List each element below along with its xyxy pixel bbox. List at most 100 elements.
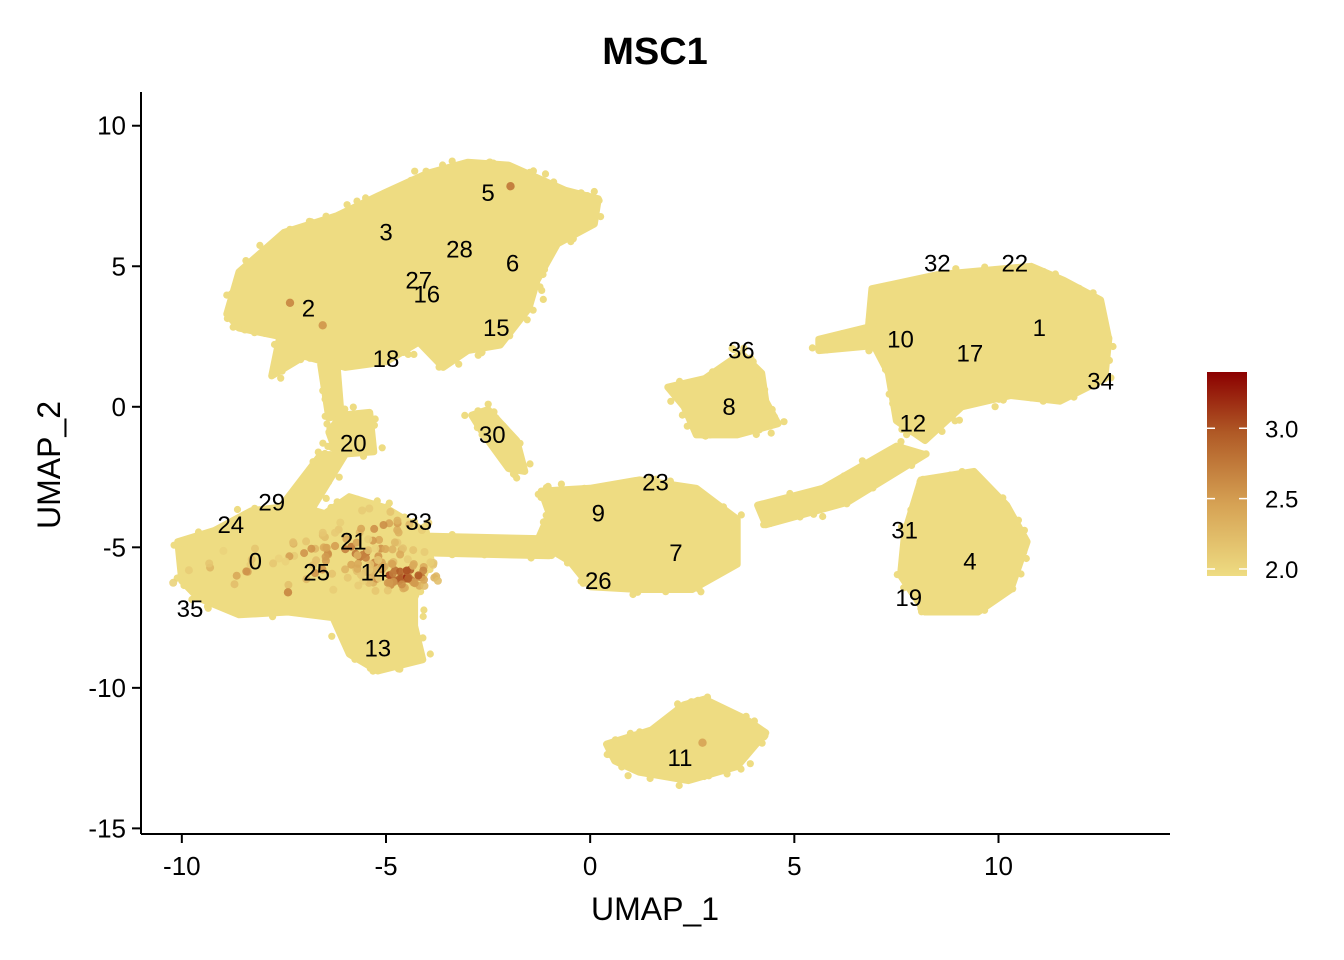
cell-point <box>868 328 876 336</box>
cell-point <box>762 507 770 516</box>
cell-point <box>508 441 516 449</box>
cell-point <box>723 770 731 778</box>
expression-point <box>698 738 707 747</box>
high-expression-points <box>169 182 707 747</box>
cell-point <box>823 346 831 354</box>
cell-region-bridge-right-1 <box>754 442 929 529</box>
cell-point <box>1057 280 1065 288</box>
cell-point <box>885 390 893 398</box>
cell-point <box>988 594 996 603</box>
cell-point <box>730 524 738 533</box>
cell-point <box>968 472 976 480</box>
cell-point <box>477 349 486 357</box>
cell-point <box>485 158 493 166</box>
cell-point <box>266 243 274 251</box>
cell-point <box>269 613 277 621</box>
cell-point <box>462 342 470 350</box>
cell-point <box>346 360 354 368</box>
cell-point <box>324 392 332 400</box>
expression-point <box>318 321 327 330</box>
cell-point <box>319 374 327 383</box>
cell-point <box>448 551 456 559</box>
cell-point <box>991 403 999 411</box>
cell-point <box>624 772 632 780</box>
cluster-label-12: 12 <box>899 411 926 438</box>
cell-point <box>906 550 914 558</box>
expression-point <box>331 528 339 537</box>
cell-point <box>809 491 817 499</box>
cell-point <box>529 306 537 314</box>
cluster-label-21: 21 <box>340 529 367 556</box>
cell-point <box>235 287 243 296</box>
y-tick-label: -15 <box>88 813 126 843</box>
expression-point <box>289 538 298 547</box>
expression-point <box>283 588 293 597</box>
cell-point <box>342 414 350 423</box>
expression-point <box>336 518 345 527</box>
cell-point <box>506 446 514 455</box>
cluster-label-5: 5 <box>481 180 494 207</box>
expression-point <box>414 571 423 580</box>
cell-point <box>320 451 328 459</box>
cell-point <box>481 421 490 429</box>
cell-point <box>239 513 247 522</box>
cluster-label-18: 18 <box>373 346 400 373</box>
cell-point <box>480 551 488 559</box>
cluster-labels: 0123456789101112131415161718192021222324… <box>177 180 1114 772</box>
expression-point <box>347 560 356 569</box>
expression-point <box>388 569 397 578</box>
cell-point <box>981 263 989 271</box>
cell-point <box>539 295 547 303</box>
cell-point <box>861 325 869 334</box>
cell-point <box>719 503 728 511</box>
expression-point <box>394 528 403 537</box>
cell-point <box>341 405 349 413</box>
cell-point <box>593 484 601 492</box>
cell-point <box>761 386 769 394</box>
cell-point <box>830 333 838 341</box>
cell-point <box>678 411 687 419</box>
cell-point <box>678 400 686 408</box>
cell-point <box>676 377 684 385</box>
cell-point <box>737 765 745 773</box>
expression-point <box>354 559 362 568</box>
cell-point <box>951 417 959 425</box>
colorbar-tick-label: 2.0 <box>1265 557 1298 584</box>
cell-point <box>751 370 759 378</box>
cell-point <box>620 480 628 488</box>
expression-point <box>284 580 293 589</box>
expression-point <box>357 571 365 580</box>
cell-point <box>578 578 586 586</box>
cell-point <box>1039 397 1047 405</box>
cluster-label-26: 26 <box>585 568 612 595</box>
expression-point <box>379 521 388 529</box>
cell-point <box>701 432 710 440</box>
expression-point <box>417 526 426 534</box>
cell-point <box>300 605 308 613</box>
cell-point <box>927 273 935 281</box>
cell-point <box>908 281 916 289</box>
colorbar-gradient <box>1207 372 1247 576</box>
cell-point <box>348 449 356 457</box>
cell-point <box>498 333 506 341</box>
expression-point <box>341 545 350 554</box>
expression-point <box>342 535 351 544</box>
cell-point <box>705 772 713 780</box>
expression-point <box>386 507 395 516</box>
expression-point <box>374 556 383 564</box>
cell-point <box>250 606 258 614</box>
cluster-label-25: 25 <box>303 560 330 587</box>
cell-point <box>270 340 279 349</box>
expression-point <box>353 551 362 560</box>
expression-point <box>341 565 350 574</box>
y-tick-label: 10 <box>97 111 126 141</box>
cell-point <box>461 411 469 419</box>
cell-point <box>247 510 255 518</box>
cell-point <box>327 503 335 512</box>
cell-point <box>399 348 408 356</box>
expression-point <box>251 544 259 553</box>
expression-point <box>232 571 241 580</box>
cell-point <box>341 208 349 216</box>
expression-point <box>383 586 392 595</box>
cell-point <box>367 444 375 452</box>
